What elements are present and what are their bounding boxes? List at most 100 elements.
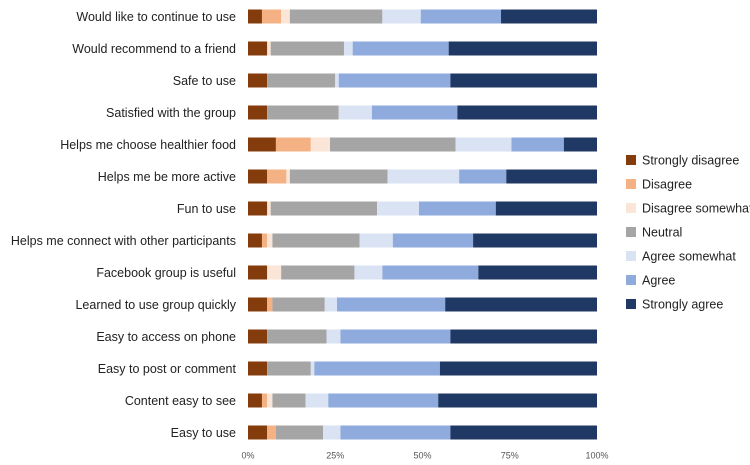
- legend-label: Strongly disagree: [642, 154, 739, 168]
- bar-segment-strongly-agree: [450, 73, 597, 88]
- category-label: Easy to access on phone: [96, 330, 236, 344]
- category-label: Safe to use: [173, 74, 236, 88]
- bar-segment-disagree-somewhat: [267, 233, 273, 248]
- bar-segment-agree: [420, 9, 502, 24]
- legend-swatch: [626, 155, 636, 165]
- category-label: Facebook group is useful: [96, 266, 236, 280]
- bar-segment-neutral: [272, 297, 325, 312]
- bar-segment-agree: [340, 329, 451, 344]
- bar-segment-neutral: [281, 265, 355, 280]
- bar-segment-disagree: [267, 297, 273, 312]
- category-label: Helps me connect with other participants: [11, 234, 236, 248]
- bar-segment-strongly-agree: [439, 361, 597, 376]
- bar-segment-agree-somewhat: [377, 201, 420, 216]
- bar-segment-neutral: [270, 201, 378, 216]
- legend-swatch: [626, 227, 636, 237]
- bar-segment-strongly-agree: [506, 169, 597, 184]
- x-tick-label: 0%: [241, 451, 254, 461]
- legend: Strongly disagree Disagree Disagree somewh…: [626, 154, 750, 312]
- bar-segment-agree: [338, 73, 451, 88]
- x-tick-label: 75%: [501, 451, 519, 461]
- bar-segment-disagree-somewhat: [310, 137, 331, 152]
- category-label: Satisfied with the group: [106, 106, 236, 120]
- bar-segment-neutral: [272, 393, 306, 408]
- bar-segment-strongly-agree: [501, 9, 597, 24]
- legend-label: Strongly agree: [642, 298, 723, 312]
- bar-segment-strongly-agree: [450, 425, 597, 440]
- bar-segment-agree: [371, 105, 458, 120]
- bar-segment-agree-somewhat: [354, 265, 383, 280]
- bar-segment-agree-somewhat: [324, 297, 337, 312]
- category-label: Learned to use group quickly: [75, 298, 236, 312]
- bar-segment-strongly-disagree: [248, 425, 268, 440]
- category-label: Easy to post or comment: [98, 362, 237, 376]
- bar-segment-disagree: [261, 233, 268, 248]
- bar-segment-agree: [459, 169, 507, 184]
- bar-segment-disagree-somewhat: [267, 201, 271, 216]
- bars-group: [248, 9, 597, 440]
- bar-segment-strongly-agree: [457, 105, 597, 120]
- bar-segment-neutral: [267, 329, 327, 344]
- bar-segment-disagree: [261, 9, 282, 24]
- bar-segment-strongly-agree: [495, 201, 597, 216]
- bar-segment-neutral: [275, 425, 324, 440]
- bar-segment-disagree: [275, 137, 311, 152]
- bar-segment-agree-somewhat: [310, 361, 315, 376]
- bar-segment-neutral: [270, 41, 344, 56]
- category-label: Would recommend to a friend: [72, 42, 236, 56]
- bar-segment-strongly-disagree: [248, 393, 262, 408]
- bar-segment-neutral: [289, 169, 388, 184]
- bar-segment-disagree: [267, 169, 287, 184]
- bar-segment-strongly-disagree: [248, 233, 262, 248]
- bar-segment-strongly-disagree: [248, 361, 268, 376]
- bar-segment-agree: [419, 201, 496, 216]
- bar-segment-disagree: [267, 425, 276, 440]
- bar-segment-strongly-agree: [563, 137, 597, 152]
- bar-segment-agree: [328, 393, 439, 408]
- legend-swatch: [626, 251, 636, 261]
- category-label: Would like to continue to use: [76, 10, 236, 24]
- bar-segment-strongly-disagree: [248, 9, 262, 24]
- bar-segment-strongly-agree: [478, 265, 597, 280]
- category-label: Helps me be more active: [98, 170, 236, 184]
- x-tick-label: 50%: [413, 451, 431, 461]
- bar-segment-strongly-agree: [448, 41, 597, 56]
- bar-segment-agree-somewhat: [359, 233, 393, 248]
- x-tick-label: 100%: [585, 451, 608, 461]
- bar-segment-strongly-agree: [473, 233, 597, 248]
- legend-swatch: [626, 203, 636, 213]
- category-label: Content easy to see: [125, 394, 236, 408]
- legend-label: Disagree: [642, 178, 692, 192]
- legend-label: Agree: [642, 274, 675, 288]
- bar-segment-strongly-agree: [450, 329, 597, 344]
- category-label: Fun to use: [177, 202, 236, 216]
- bar-segment-agree-somewhat: [387, 169, 460, 184]
- bar-segment-agree-somewhat: [305, 393, 329, 408]
- x-axis: 0% 25% 50% 75% 100%: [241, 451, 608, 461]
- bar-segment-strongly-agree: [438, 393, 597, 408]
- x-tick-label: 25%: [326, 451, 344, 461]
- bar-segment-disagree-somewhat: [267, 41, 271, 56]
- bar-segment-strongly-disagree: [248, 265, 268, 280]
- bar-segment-agree: [314, 361, 440, 376]
- bar-segment-agree-somewhat: [455, 137, 512, 152]
- bar-segment-neutral: [267, 361, 311, 376]
- bar-segment-agree: [352, 41, 449, 56]
- bar-segment-agree: [336, 297, 446, 312]
- bar-segment-agree-somewhat: [326, 329, 341, 344]
- bar-segment-strongly-agree: [445, 297, 597, 312]
- legend-swatch: [626, 275, 636, 285]
- legend-label: Neutral: [642, 226, 682, 240]
- bar-segment-disagree-somewhat: [286, 169, 290, 184]
- bar-segment-agree-somewhat: [338, 105, 372, 120]
- bar-segment-neutral: [267, 105, 339, 120]
- bar-segment-neutral: [289, 9, 383, 24]
- bar-segment-agree: [340, 425, 451, 440]
- bar-segment-disagree: [261, 393, 268, 408]
- bar-segment-agree-somewhat: [335, 73, 339, 88]
- bar-segment-strongly-disagree: [248, 105, 268, 120]
- bar-segment-strongly-disagree: [248, 41, 268, 56]
- bar-segment-strongly-disagree: [248, 169, 268, 184]
- bar-segment-agree-somewhat: [343, 41, 353, 56]
